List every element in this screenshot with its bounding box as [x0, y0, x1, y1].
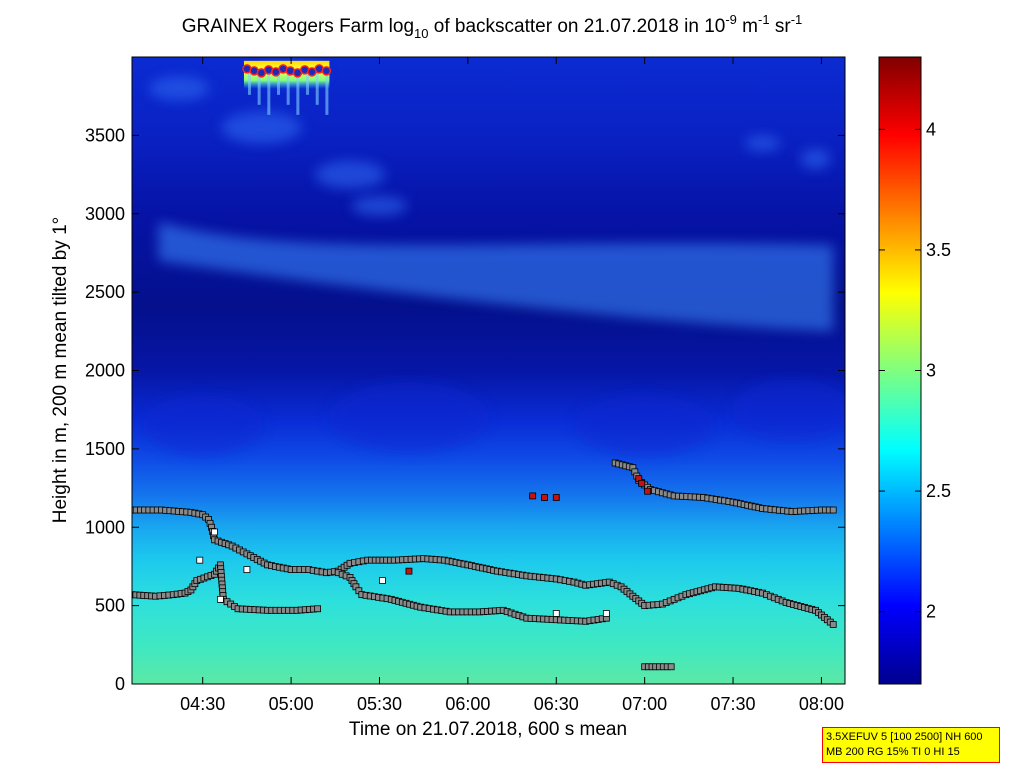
backscatter-texture [142, 62, 845, 456]
layer-marker [243, 566, 251, 573]
precip-streak [325, 72, 329, 115]
colorbar-axis: 2 2.5 3 3.5 4 [879, 119, 951, 622]
upper-cloud-band [158, 221, 834, 332]
layer-marker [552, 610, 560, 617]
layer-marker [829, 621, 837, 628]
cloud-top-cluster [242, 60, 332, 115]
cloud-top-marker [321, 66, 332, 76]
layer-marker [211, 528, 218, 536]
layer-marker [667, 663, 675, 671]
layer-marker [379, 577, 386, 584]
precip-streak [286, 72, 290, 105]
precip-streak [315, 72, 319, 105]
layer-marker [196, 556, 204, 564]
info-line-1: 3.5XEFUV 5 [100 2500] NH 600 [826, 731, 983, 743]
colorbar-tick-label: 3 [926, 361, 936, 381]
x-tick-label: 07:00 [622, 694, 667, 714]
haze-patch [800, 148, 831, 169]
y-tick-label: 2500 [85, 282, 125, 302]
colorbar-tick-label: 3.5 [926, 240, 951, 260]
y-axis: 0 500 1000 1500 2000 2500 3000 3500 [85, 125, 845, 694]
layer-marker [541, 494, 548, 501]
x-axis: 04:30 05:00 05:30 06:00 06:30 07:00 07:30 08:00 [180, 57, 844, 714]
x-tick-label: 05:00 [269, 694, 314, 714]
layer-marker [644, 487, 651, 495]
layer-marker [314, 605, 322, 613]
precip-streak [257, 72, 261, 105]
layer-marker [638, 479, 646, 487]
x-tick-label: 06:30 [534, 694, 579, 714]
layer-marker [829, 506, 837, 514]
layer-marker [552, 494, 560, 501]
y-tick-label: 3000 [85, 204, 125, 224]
precip-streak [247, 72, 251, 95]
precip-streak [276, 72, 280, 95]
y-tick-label: 0 [115, 674, 125, 694]
x-tick-label: 06:00 [445, 694, 490, 714]
info-line-2: MB 200 RG 15% TI 0 HI 15 [826, 746, 960, 758]
colorbar-tick-label: 4 [926, 119, 936, 139]
boundary-layer-patch [328, 382, 489, 453]
haze-patch [149, 76, 210, 101]
y-tick-label: 1500 [85, 439, 125, 459]
y-tick-label: 1000 [85, 517, 125, 537]
y-tick-label: 3500 [85, 125, 125, 145]
haze-patch [315, 160, 386, 189]
precip-streak [306, 72, 310, 95]
processing-info-box: 3.5XEFUV 5 [100 2500] NH 600 MB 200 RG 1… [822, 727, 1000, 763]
boundary-layer-patch [574, 395, 715, 456]
colorbar-tick-label: 2.5 [926, 481, 951, 501]
layer-markers [132, 459, 837, 671]
haze-patch [744, 135, 781, 152]
x-axis-label: Time on 21.07.2018, 600 s mean [349, 719, 627, 740]
y-axis-label: Height in m, 200 m mean tilted by 1° [50, 217, 71, 523]
haze-patch [351, 195, 408, 216]
layer-marker [602, 610, 610, 617]
layer-marker [529, 492, 537, 500]
colorbar-tick-label: 2 [926, 602, 936, 622]
colorbar [878, 56, 922, 685]
boundary-layer-patch [731, 379, 845, 440]
haze-patch [221, 111, 302, 144]
y-tick-label: 2000 [85, 361, 125, 381]
plot-area [132, 57, 845, 684]
x-tick-label: 08:00 [799, 694, 844, 714]
y-tick-label: 500 [95, 596, 125, 616]
backscatter-field [132, 57, 845, 684]
precip-streak [296, 72, 300, 115]
layer-marker [216, 595, 224, 603]
precip-streak [267, 72, 271, 115]
chart-title: GRAINEX Rogers Farm log10 of backscatter… [182, 12, 803, 41]
x-tick-label: 07:30 [711, 694, 756, 714]
x-tick-label: 05:30 [357, 694, 402, 714]
layer-marker [405, 567, 413, 575]
x-tick-label: 04:30 [180, 694, 225, 714]
boundary-layer-patch [142, 395, 263, 456]
